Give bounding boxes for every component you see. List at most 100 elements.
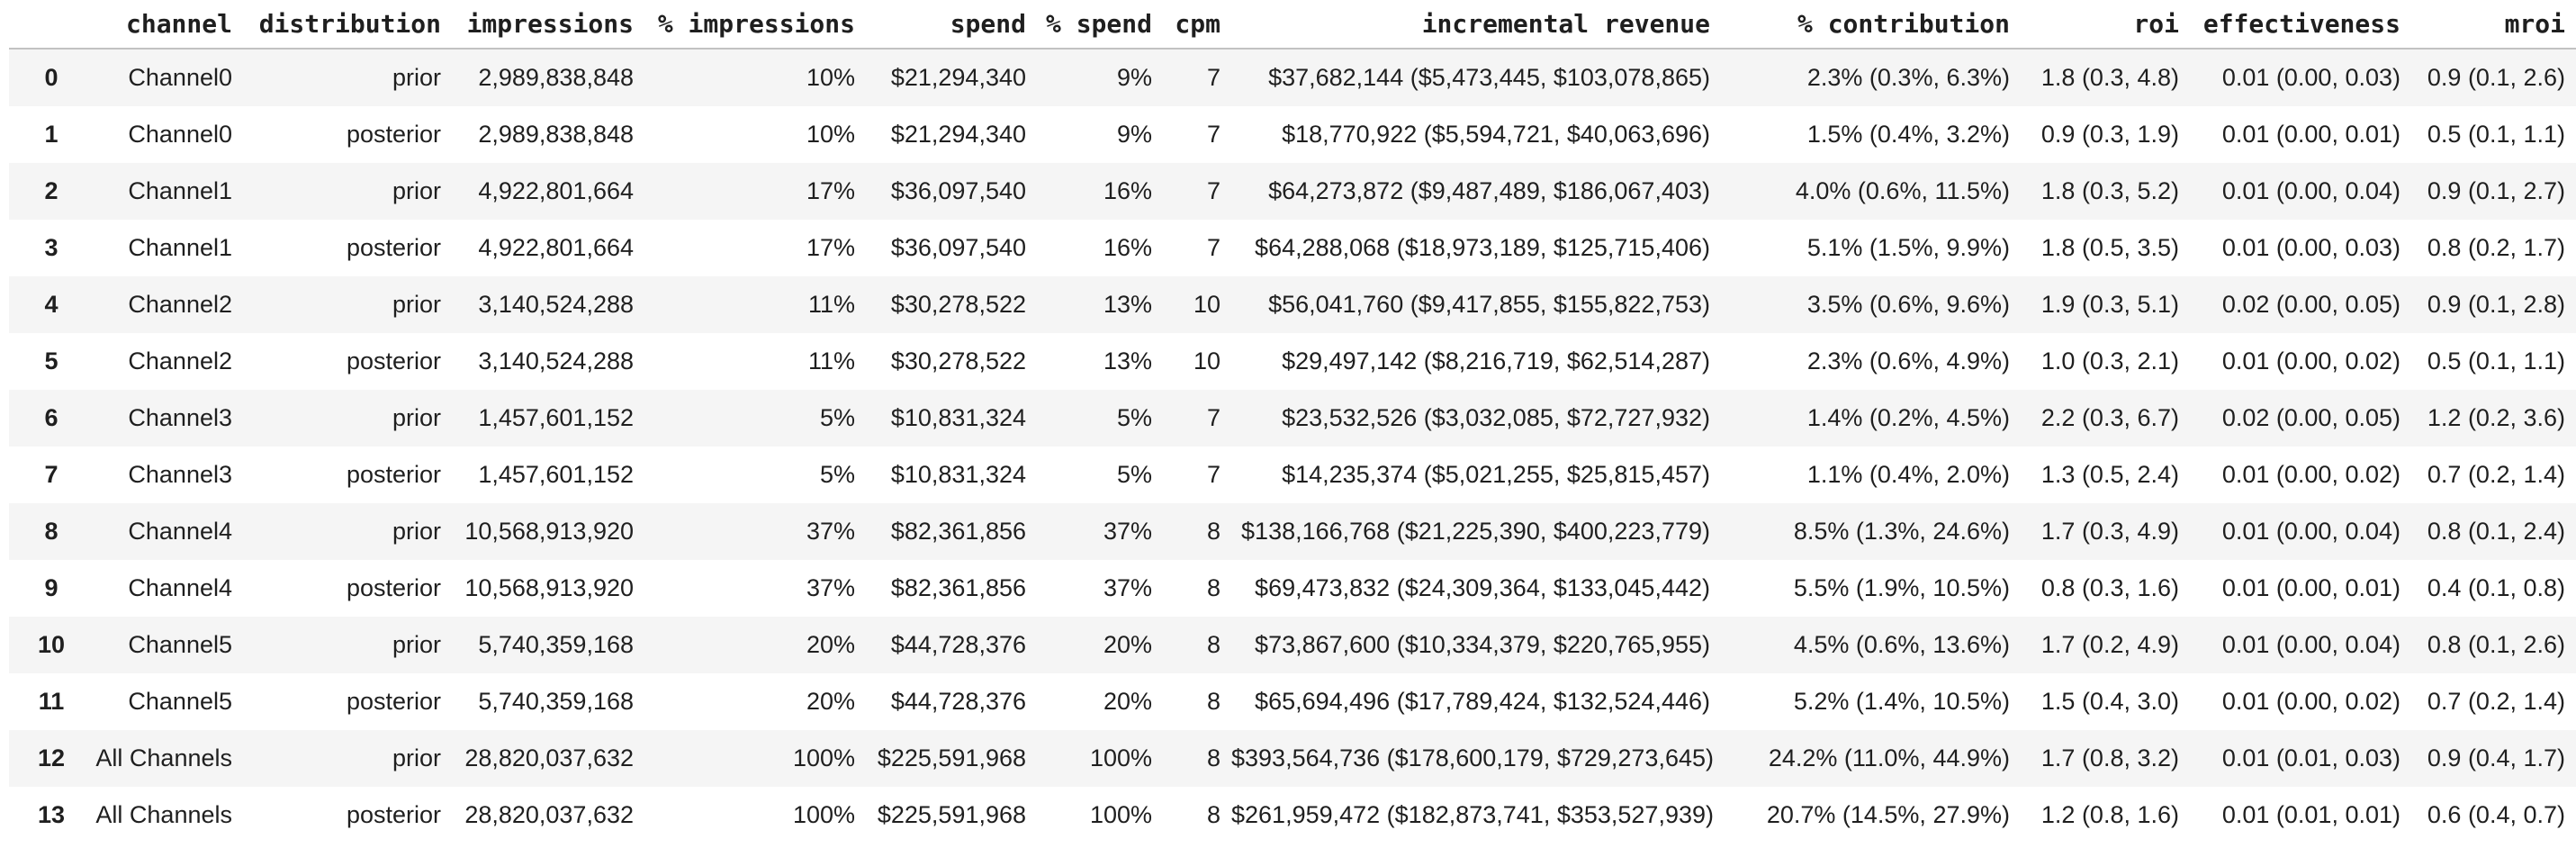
cell-distribution: prior (392, 631, 441, 658)
cell-pct-impressions: 20% (806, 631, 855, 658)
cell-incremental-revenue: $23,532,526 ($3,032,085, $72,727,932) (1282, 404, 1710, 431)
cell-distribution: posterior (346, 121, 441, 148)
row-index: 5 (44, 347, 59, 374)
cell-channel: Channel1 (128, 177, 232, 204)
cell-mroi: 0.9 (0.1, 2.6) (2427, 64, 2565, 91)
cell-spend: $225,591,968 (877, 801, 1026, 828)
row-index: 10 (37, 631, 66, 658)
cell-spend: $225,591,968 (877, 744, 1026, 771)
cell-roi: 1.7 (0.8, 3.2) (2040, 744, 2179, 771)
cell-incremental-revenue: $14,235,374 ($5,021,255, $25,815,457) (1282, 461, 1710, 488)
cell-distribution: posterior (346, 801, 441, 828)
column-header-impressions: impressions (452, 0, 644, 50)
column-header-cpm: cpm (1163, 0, 1231, 50)
cell-distribution: prior (392, 404, 441, 431)
cell-pct-contribution: 5.1% (1.5%, 9.9%) (1806, 234, 2010, 261)
cell-channel: All Channels (95, 801, 232, 828)
cell-channel: Channel4 (128, 518, 232, 545)
cell-effectiveness: 0.02 (0.00, 0.05) (2221, 404, 2400, 431)
column-header-roi: roi (2021, 0, 2190, 50)
table-row: 6 Channel3 prior 1,457,601,152 5% $10,831,324… (9, 390, 2576, 447)
cell-incremental-revenue: $69,473,832 ($24,309,364, $133,045,442) (1255, 574, 1710, 601)
cell-impressions: 3,140,524,288 (478, 347, 634, 374)
cell-cpm: 7 (1206, 64, 1220, 91)
cell-mroi: 0.9 (0.4, 1.7) (2427, 744, 2565, 771)
cell-cpm: 7 (1206, 234, 1220, 261)
cell-distribution: prior (392, 177, 441, 204)
column-header-distribution: distribution (243, 0, 452, 50)
row-index: 11 (38, 688, 65, 715)
cell-roi: 1.7 (0.2, 4.9) (2040, 631, 2179, 658)
cell-cpm: 7 (1206, 177, 1220, 204)
cell-roi: 1.3 (0.5, 2.4) (2040, 461, 2179, 488)
cell-spend: $44,728,376 (890, 688, 1026, 715)
cell-cpm: 8 (1206, 801, 1220, 828)
cell-distribution: prior (392, 64, 441, 91)
cell-roi: 1.8 (0.5, 3.5) (2040, 234, 2179, 261)
row-index: 1 (44, 121, 59, 148)
cell-roi: 0.8 (0.3, 1.6) (2040, 574, 2179, 601)
cell-effectiveness: 0.01 (0.00, 0.01) (2221, 574, 2400, 601)
row-index: 6 (44, 404, 59, 431)
cell-incremental-revenue: $73,867,600 ($10,334,379, $220,765,955) (1255, 631, 1710, 658)
cell-mroi: 0.8 (0.1, 2.4) (2427, 518, 2565, 545)
cell-roi: 0.9 (0.3, 1.9) (2040, 121, 2179, 148)
cell-impressions: 2,989,838,848 (478, 64, 634, 91)
cell-pct-spend: 9% (1116, 64, 1152, 91)
cell-cpm: 7 (1206, 404, 1220, 431)
cell-effectiveness: 0.01 (0.00, 0.03) (2221, 234, 2400, 261)
cell-pct-impressions: 10% (806, 64, 855, 91)
cell-roi: 1.8 (0.3, 5.2) (2040, 177, 2179, 204)
cell-pct-spend: 5% (1116, 404, 1152, 431)
cell-roi: 1.2 (0.8, 1.6) (2040, 801, 2179, 828)
cell-pct-contribution: 8.5% (1.3%, 24.6%) (1793, 518, 2010, 545)
cell-mroi: 0.8 (0.2, 1.7) (2427, 234, 2565, 261)
cell-mroi: 0.9 (0.1, 2.8) (2427, 291, 2565, 318)
cell-pct-spend: 37% (1103, 574, 1152, 601)
cell-roi: 1.9 (0.3, 5.1) (2040, 291, 2179, 318)
cell-impressions: 2,989,838,848 (478, 121, 634, 148)
column-header-spend: spend (866, 0, 1037, 50)
cell-spend: $36,097,540 (890, 234, 1026, 261)
cell-pct-spend: 13% (1103, 291, 1152, 318)
cell-mroi: 0.8 (0.1, 2.6) (2427, 631, 2565, 658)
cell-impressions: 28,820,037,632 (464, 801, 634, 828)
cell-impressions: 5,740,359,168 (478, 631, 634, 658)
cell-distribution: posterior (346, 688, 441, 715)
column-header-pct-contribution: % contribution (1721, 0, 2021, 50)
cell-mroi: 0.7 (0.2, 1.4) (2427, 461, 2565, 488)
cell-pct-spend: 37% (1103, 518, 1152, 545)
table-row: 8 Channel4 prior 10,568,913,920 37% $82,361,8… (9, 503, 2576, 560)
cell-pct-impressions: 11% (807, 347, 855, 374)
cell-pct-spend: 5% (1116, 461, 1152, 488)
row-index: 8 (44, 518, 59, 545)
cell-incremental-revenue: $64,288,068 ($18,973,189, $125,715,406) (1255, 234, 1710, 261)
cell-pct-contribution: 20.7% (14.5%, 27.9%) (1766, 801, 2010, 828)
cell-pct-contribution: 3.5% (0.6%, 9.6%) (1806, 291, 2010, 318)
channel-summary-table: channel distribution impressions% impressi… (9, 0, 2576, 843)
row-index: 2 (44, 177, 59, 204)
cell-spend: $21,294,340 (890, 64, 1026, 91)
cell-incremental-revenue: $65,694,496 ($17,789,424, $132,524,446) (1255, 688, 1710, 715)
cell-incremental-revenue: $64,273,872 ($9,487,489, $186,067,403) (1268, 177, 1710, 204)
cell-effectiveness: 0.01 (0.00, 0.04) (2221, 631, 2400, 658)
header-row: channel distribution impressions% impressi… (9, 0, 2576, 50)
cell-roi: 1.8 (0.3, 4.8) (2040, 64, 2179, 91)
cell-pct-contribution: 1.1% (0.4%, 2.0%) (1806, 461, 2010, 488)
cell-impressions: 10,568,913,920 (464, 518, 634, 545)
cell-channel: Channel4 (128, 574, 232, 601)
cell-pct-impressions: 11% (807, 291, 855, 318)
cell-spend: $21,294,340 (890, 121, 1026, 148)
cell-pct-spend: 20% (1103, 688, 1152, 715)
table-row: 0 Channel0 prior 2,989,838,848 10% $21,294,34… (9, 49, 2576, 106)
cell-distribution: prior (392, 744, 441, 771)
cell-incremental-revenue: $18,770,922 ($5,594,721, $40,063,696) (1282, 121, 1710, 148)
cell-pct-contribution: 5.5% (1.9%, 10.5%) (1793, 574, 2010, 601)
cell-pct-contribution: 1.5% (0.4%, 3.2%) (1806, 121, 2010, 148)
cell-mroi: 0.7 (0.2, 1.4) (2427, 688, 2565, 715)
cell-spend: $36,097,540 (890, 177, 1026, 204)
cell-pct-spend: 16% (1103, 234, 1152, 261)
cell-effectiveness: 0.01 (0.00, 0.04) (2221, 177, 2400, 204)
cell-channel: Channel5 (128, 631, 232, 658)
cell-channel: Channel2 (128, 291, 232, 318)
